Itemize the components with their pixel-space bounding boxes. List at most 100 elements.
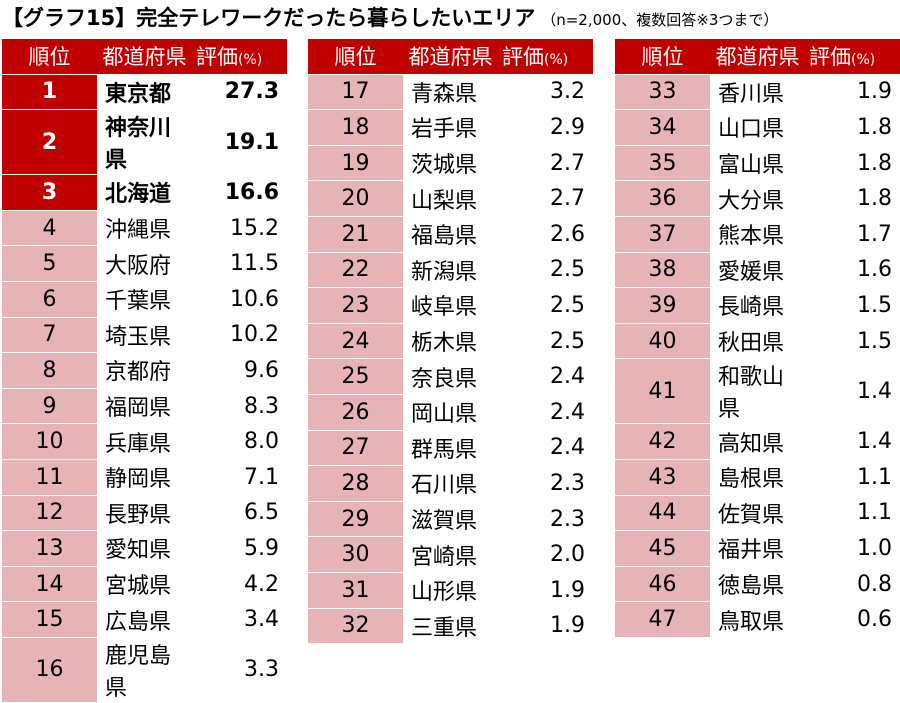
prefecture-cell: 長崎県: [710, 287, 805, 324]
value-cell: 2.4: [498, 394, 593, 431]
chart-title: 【グラフ15】完全テレワークだったら暮らしたいエリア （n=2,000、複数回答※…: [2, 2, 778, 34]
value-cell: 1.0: [805, 530, 900, 567]
table-row: 21 福島県 2.6: [308, 216, 593, 253]
prefecture-cell: 山梨県: [403, 180, 498, 217]
rank-cell: 40: [615, 323, 710, 360]
value-cell: 7.1: [192, 459, 287, 496]
header-row: 順位 都道府県 評価(%): [615, 39, 900, 75]
table-row: 39 長崎県 1.5: [615, 287, 900, 324]
value-cell: 1.9: [805, 74, 900, 111]
rank-cell: 3: [2, 174, 97, 211]
value-cell: 5.9: [192, 530, 287, 567]
table-row: 11 静岡県 7.1: [2, 459, 287, 496]
value-cell: 2.0: [498, 536, 593, 573]
rank-cell: 11: [2, 459, 97, 496]
rank-cell: 38: [615, 252, 710, 289]
table-row: 17 青森県 3.2: [308, 74, 593, 111]
prefecture-cell: 埼玉県: [97, 317, 192, 354]
rank-cell: 39: [615, 287, 710, 324]
prefecture-cell: 滋賀県: [403, 501, 498, 538]
header-rank: 順位: [308, 39, 403, 75]
table-row: 26 岡山県 2.4: [308, 394, 593, 431]
rank-cell: 45: [615, 530, 710, 567]
header-value: 評価(%): [498, 39, 593, 75]
rank-cell: 35: [615, 145, 710, 182]
ranking-table-3: 順位 都道府県 評価(%) 33 香川県 1.9 34 山口県 1.8 35 富山県 1.8 36 大分県…: [615, 39, 900, 674]
prefecture-cell: 東京都: [97, 74, 192, 111]
value-cell: 2.5: [498, 287, 593, 324]
rank-cell: 12: [2, 495, 97, 532]
table-row: 6 千葉県 10.6: [2, 281, 287, 318]
rank-cell: 20: [308, 180, 403, 217]
value-cell: 1.1: [805, 495, 900, 532]
prefecture-cell: 広島県: [97, 601, 192, 638]
prefecture-cell: 千葉県: [97, 281, 192, 318]
value-cell: 1.5: [805, 323, 900, 360]
table-row: 5 大阪府 11.5: [2, 245, 287, 282]
table-row: 47 鳥取県 0.6: [615, 601, 900, 638]
prefecture-cell: 宮城県: [97, 566, 192, 603]
value-cell: 6.5: [192, 495, 287, 532]
empty-cell: [710, 637, 805, 674]
value-cell: 0.8: [805, 566, 900, 603]
table-row: 42 高知県 1.4: [615, 423, 900, 460]
value-cell: 2.7: [498, 180, 593, 217]
header-row: 順位 都道府県 評価(%): [2, 39, 287, 75]
prefecture-cell: 高知県: [710, 423, 805, 460]
value-cell: 1.6: [805, 252, 900, 289]
rank-cell: 21: [308, 216, 403, 253]
value-cell: 2.4: [498, 358, 593, 395]
value-cell: 4.2: [192, 566, 287, 603]
value-cell: 1.8: [805, 180, 900, 217]
table-row: 10 兵庫県 8.0: [2, 423, 287, 460]
prefecture-cell: 島根県: [710, 459, 805, 496]
header-unit: (%): [238, 52, 263, 69]
rank-cell: 33: [615, 74, 710, 111]
table-row: 36 大分県 1.8: [615, 180, 900, 217]
table-row: 34 山口県 1.8: [615, 109, 900, 146]
empty-cell: [615, 637, 710, 674]
prefecture-cell: 北海道: [97, 174, 192, 211]
prefecture-cell: 新潟県: [403, 252, 498, 289]
prefecture-cell: 群馬県: [403, 430, 498, 467]
rank-cell: 10: [2, 423, 97, 460]
value-cell: 27.3: [192, 74, 287, 111]
prefecture-cell: 富山県: [710, 145, 805, 182]
table-row: 40 秋田県 1.5: [615, 323, 900, 360]
prefecture-cell: 徳島県: [710, 566, 805, 603]
prefecture-cell: 福岡県: [97, 388, 192, 425]
table-row: 41 和歌山県 1.4: [615, 358, 900, 425]
header-prefecture: 都道府県: [97, 39, 192, 75]
header-rank: 順位: [2, 39, 97, 75]
rank-cell: 29: [308, 501, 403, 538]
value-cell: 1.1: [805, 459, 900, 496]
table-row: 46 徳島県 0.8: [615, 566, 900, 603]
value-cell: 1.4: [805, 423, 900, 460]
rank-cell: 28: [308, 465, 403, 502]
rank-cell: 26: [308, 394, 403, 431]
rank-cell: 14: [2, 566, 97, 603]
value-cell: 0.6: [805, 601, 900, 638]
value-cell: 3.2: [498, 74, 593, 111]
table-row: 25 奈良県 2.4: [308, 358, 593, 395]
prefecture-cell: 京都府: [97, 352, 192, 389]
rank-cell: 2: [2, 109, 97, 176]
header-prefecture: 都道府県: [403, 39, 498, 75]
title-note: （n=2,000、複数回答※3つまで）: [541, 11, 779, 29]
value-cell: 2.3: [498, 465, 593, 502]
value-cell: 2.9: [498, 109, 593, 146]
prefecture-cell: 大阪府: [97, 245, 192, 282]
rank-cell: 41: [615, 358, 710, 425]
table-row: 38 愛媛県 1.6: [615, 252, 900, 289]
value-cell: 1.9: [498, 608, 593, 645]
header-prefecture: 都道府県: [710, 39, 805, 75]
prefecture-cell: 茨城県: [403, 145, 498, 182]
table-row: 45 福井県 1.0: [615, 530, 900, 567]
prefecture-cell: 愛知県: [97, 530, 192, 567]
ranking-table-2: 順位 都道府県 評価(%) 17 青森県 3.2 18 岩手県 2.9 19 茨城県 2.7 20 山梨県…: [308, 39, 593, 645]
value-cell: 2.4: [498, 430, 593, 467]
table-row: 12 長野県 6.5: [2, 495, 287, 532]
header-value-label: 評価: [502, 45, 544, 70]
prefecture-cell: 宮崎県: [403, 536, 498, 573]
table-row: 1 東京都 27.3: [2, 74, 287, 111]
